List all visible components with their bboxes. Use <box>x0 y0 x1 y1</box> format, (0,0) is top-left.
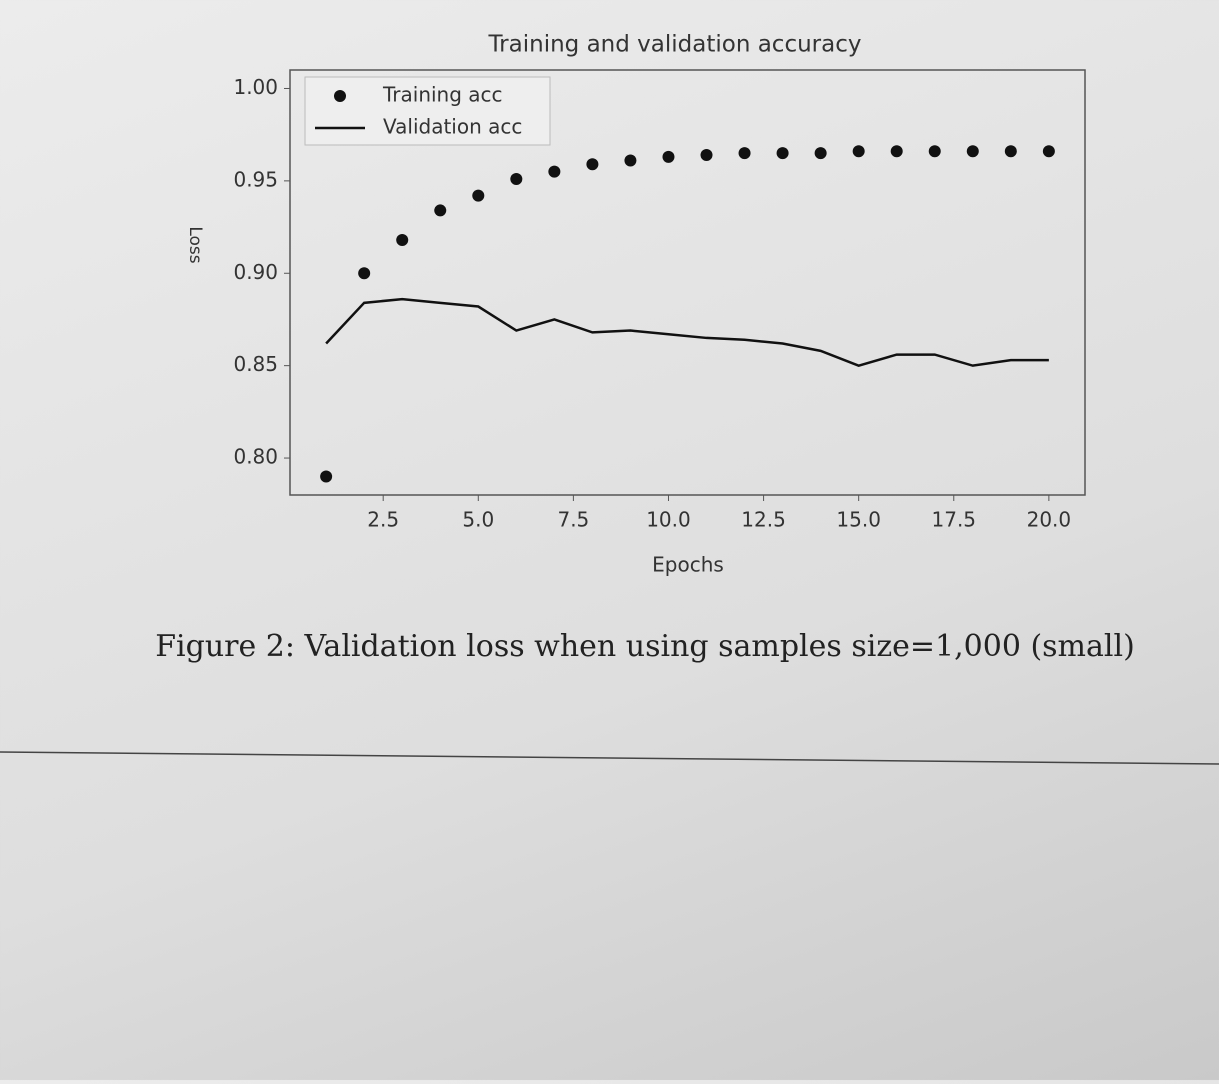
data-point <box>320 470 333 483</box>
y-tick-label: 0.85 <box>233 352 278 376</box>
plot-frame <box>289 69 1086 496</box>
data-point <box>738 147 751 160</box>
chart-title: Training and validation accuracy <box>488 32 862 58</box>
legend-marker <box>334 90 346 102</box>
data-point <box>776 147 789 160</box>
y-tick-label: 0.90 <box>233 260 278 284</box>
data-point <box>662 150 675 163</box>
x-tick-label: 7.5 <box>557 508 589 532</box>
x-tick-label: 12.5 <box>741 508 786 532</box>
x-tick-label: 15.0 <box>836 508 881 532</box>
x-tick-label: 17.5 <box>932 508 977 532</box>
y-tick-label: 0.80 <box>233 445 278 469</box>
data-point <box>966 145 979 158</box>
data-point <box>890 145 903 158</box>
y-axis-label: Loss <box>185 226 205 263</box>
x-tick-label: 2.5 <box>367 508 399 532</box>
page-rule <box>0 751 1219 765</box>
x-tick-label: 20.0 <box>1027 508 1072 532</box>
legend-box <box>304 76 551 146</box>
data-point <box>928 145 941 158</box>
data-point <box>700 149 713 161</box>
data-point <box>1004 145 1017 158</box>
legend-label: Validation acc <box>383 115 522 139</box>
figure-caption: Figure 2: Validation loss when using sam… <box>155 629 1135 664</box>
data-point <box>1042 145 1055 158</box>
data-point <box>548 165 561 178</box>
data-point <box>852 145 865 158</box>
data-point <box>624 154 637 167</box>
data-point <box>396 234 409 246</box>
data-point <box>434 204 447 217</box>
data-point <box>472 189 485 202</box>
data-point <box>814 147 827 160</box>
x-tick-label: 10.0 <box>646 508 691 532</box>
y-tick-label: 1.00 <box>233 75 278 99</box>
x-tick-label: 5.0 <box>462 508 494 532</box>
data-point <box>510 173 523 186</box>
data-point <box>358 267 371 280</box>
data-point <box>586 158 599 171</box>
data-line <box>325 297 1049 367</box>
x-axis-label: Epochs <box>652 553 724 577</box>
legend-label: Training acc <box>382 83 503 107</box>
y-tick-label: 0.95 <box>233 167 278 191</box>
